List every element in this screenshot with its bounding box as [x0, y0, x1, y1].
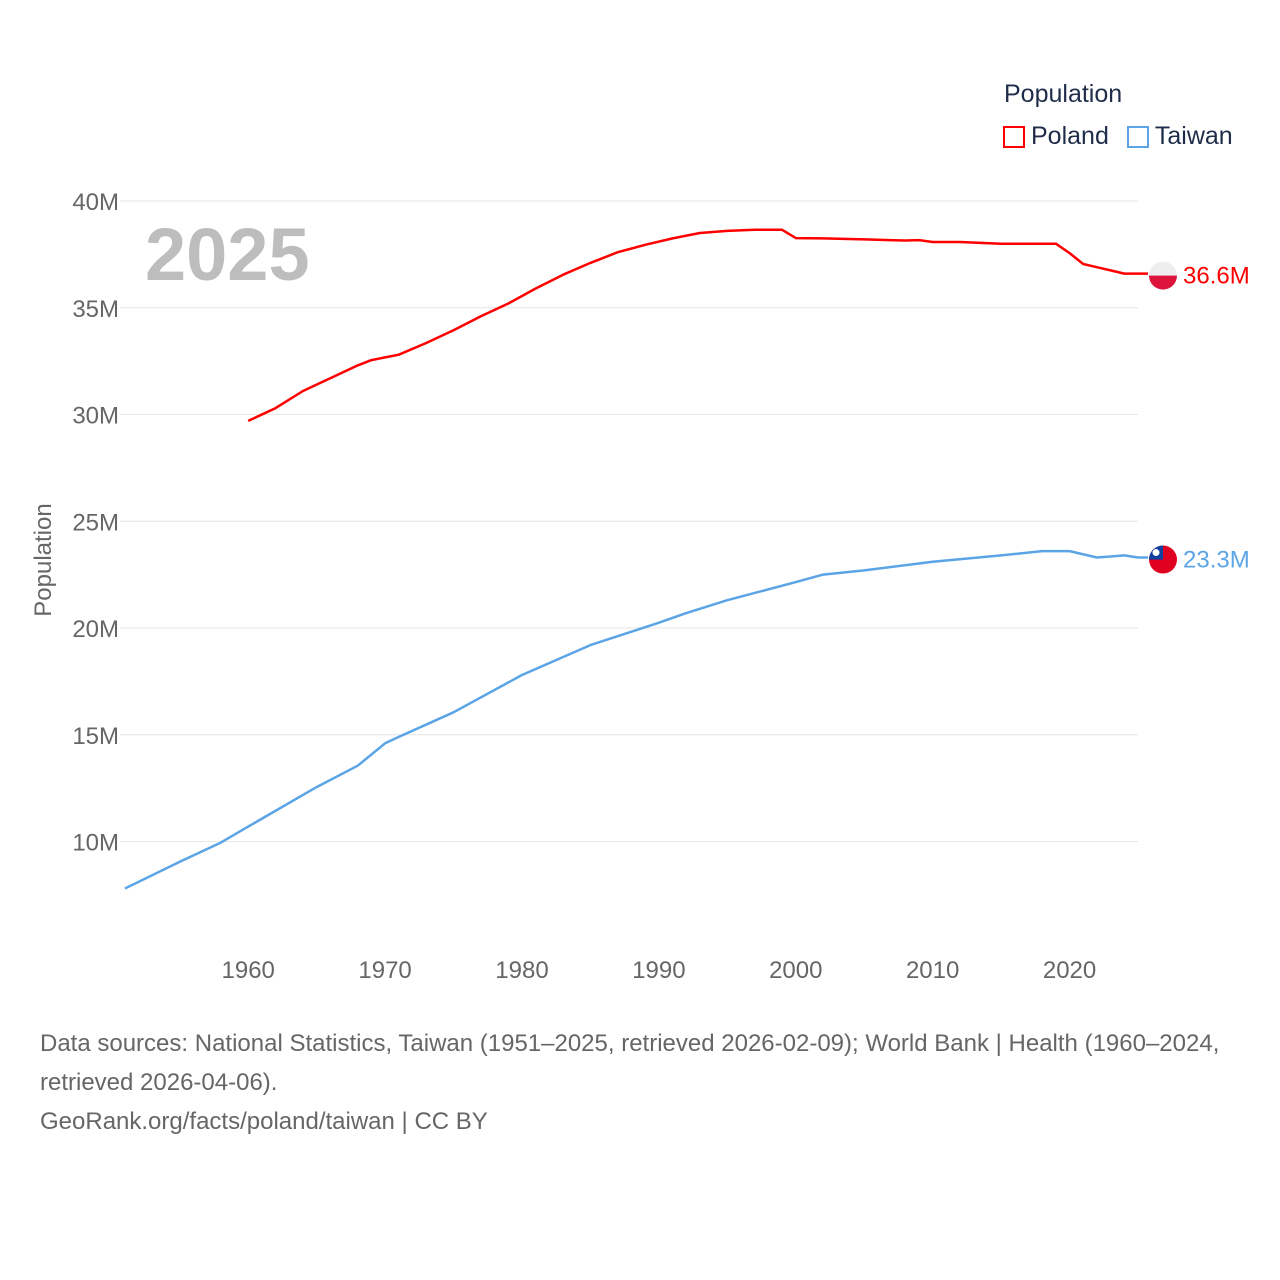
y-tick-label: 25M — [72, 509, 119, 536]
y-tick-label: 10M — [72, 830, 119, 857]
x-tick-label: 1970 — [358, 957, 411, 984]
legend: Poland Taiwan — [1003, 122, 1233, 151]
end-value-label: 36.6M — [1183, 263, 1250, 290]
footer: Data sources: National Statistics, Taiwa… — [40, 1024, 1250, 1141]
x-tick-label: 2020 — [1043, 957, 1096, 984]
legend-item-poland[interactable]: Poland — [1003, 122, 1109, 151]
y-tick-label: 35M — [72, 296, 119, 323]
legend-item-taiwan[interactable]: Taiwan — [1126, 122, 1233, 151]
y-axis-label: Population — [30, 503, 57, 616]
series-line-taiwan — [124, 549, 1148, 890]
y-tick-label: 15M — [72, 723, 119, 750]
population-line-chart: 10M 15M 20M 25M 30M 35M 40M 1960 1970 1980 1990 20… — [30, 189, 1250, 984]
taiwan-swatch-icon — [1126, 125, 1149, 148]
x-tick-label: 1980 — [495, 957, 548, 984]
x-tick-label: 1990 — [632, 957, 685, 984]
year-label: 2025 — [145, 213, 310, 296]
poland-flag-icon — [1149, 261, 1177, 290]
x-tick-label: 1960 — [222, 957, 275, 984]
y-tick-label: 20M — [72, 616, 119, 643]
x-tick-label: 2000 — [769, 957, 822, 984]
series-line-poland — [247, 228, 1148, 423]
legend-title: Population — [1004, 80, 1123, 108]
end-value-label: 23.3M — [1183, 547, 1250, 574]
legend-label: Poland — [1031, 122, 1109, 150]
poland-swatch-icon — [1003, 125, 1025, 148]
y-tick-label: 30M — [72, 403, 119, 430]
y-tick-label: 40M — [72, 189, 119, 216]
legend-label: Taiwan — [1154, 122, 1233, 150]
attribution[interactable]: GeoRank.org/facts/poland/taiwan | CC BY — [40, 1108, 488, 1135]
data-sources: Data sources: National Statistics, Taiwa… — [40, 1030, 1220, 1096]
taiwan-flag-icon — [1149, 545, 1177, 574]
x-tick-label: 2010 — [906, 957, 959, 984]
